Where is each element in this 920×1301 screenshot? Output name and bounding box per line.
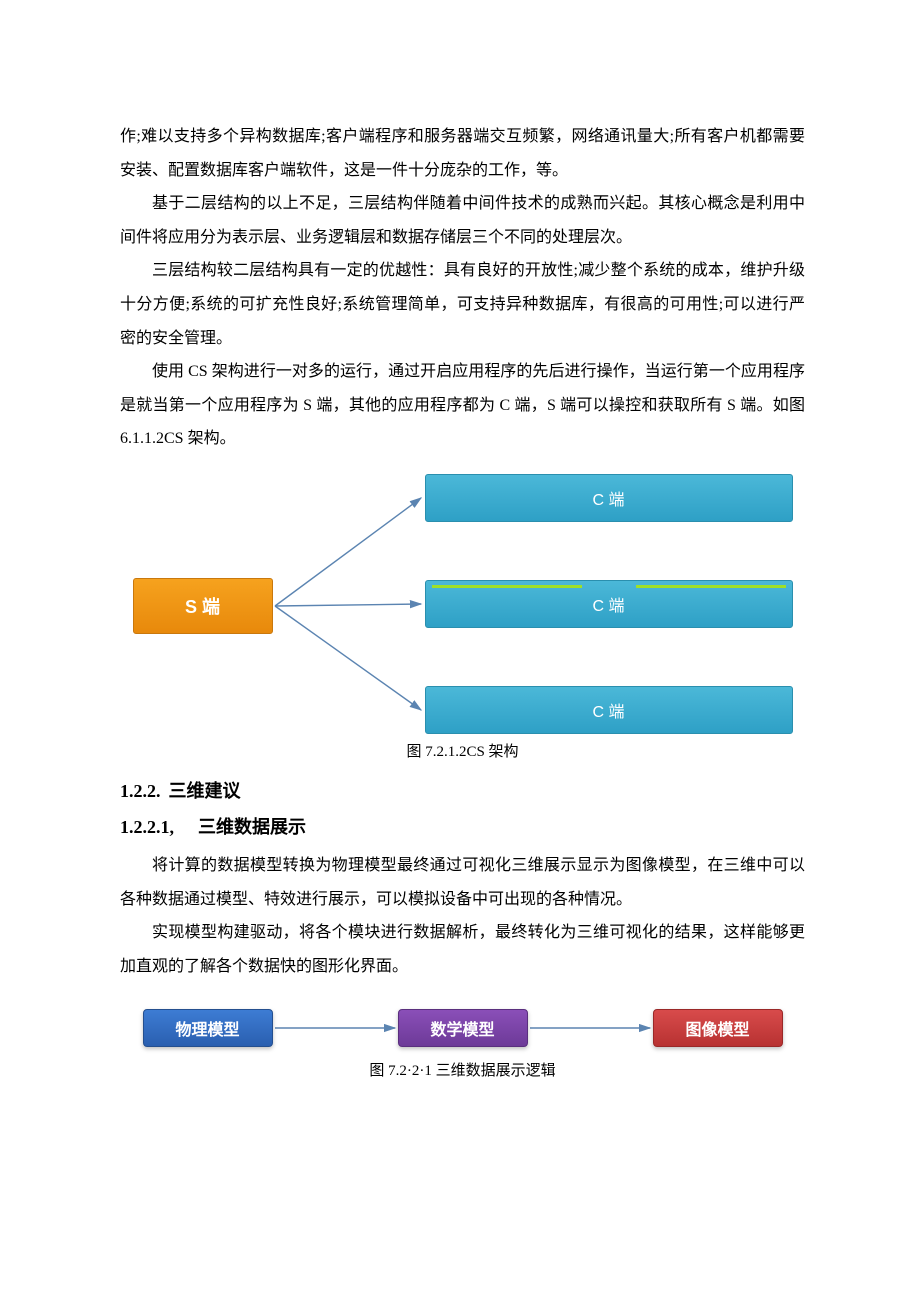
flow-node-image: 图像模型 bbox=[653, 1009, 783, 1047]
cs-architecture-diagram: S 端 C 端 C 端 C 端 bbox=[133, 474, 793, 734]
c-node: C 端 bbox=[425, 474, 793, 522]
heading-text: 三维数据展示 bbox=[198, 817, 306, 837]
flow-diagram: 物理模型 数学模型 图像模型 bbox=[143, 1003, 783, 1053]
paragraph: 作;难以支持多个异构数据库;客户端程序和服务器端交互频繁，网络通讯量大;所有客户… bbox=[120, 120, 805, 187]
paragraph: 基于二层结构的以上不足，三层结构伴随着中间件技术的成熟而兴起。其核心概念是利用中… bbox=[120, 187, 805, 254]
heading-1-2-2-1: 1.2.2.1, 三维数据展示 bbox=[120, 813, 805, 839]
c-node: C 端 bbox=[425, 580, 793, 628]
heading-1-2-2: 1.2.2. 三维建议 bbox=[120, 777, 805, 803]
paragraph: 三层结构较二层结构具有一定的优越性：具有良好的开放性;减少整个系统的成本，维护升… bbox=[120, 254, 805, 355]
figure-caption: 图 7.2.1.2CS 架构 bbox=[120, 740, 805, 761]
c-node: C 端 bbox=[425, 686, 793, 734]
figure-caption: 图 7.2·2·1 三维数据展示逻辑 bbox=[120, 1059, 805, 1080]
flow-node-math: 数学模型 bbox=[398, 1009, 528, 1047]
s-node: S 端 bbox=[133, 578, 273, 634]
paragraph: 使用 CS 架构进行一对多的运行，通过开启应用程序的先后进行操作，当运行第一个应… bbox=[120, 355, 805, 456]
heading-number: 1.2.2. bbox=[120, 781, 161, 801]
paragraph: 将计算的数据模型转换为物理模型最终通过可视化三维展示显示为图像模型，在三维中可以… bbox=[120, 849, 805, 916]
heading-text: 三维建议 bbox=[169, 781, 241, 801]
flow-node-physical: 物理模型 bbox=[143, 1009, 273, 1047]
paragraph: 实现模型构建驱动，将各个模块进行数据解析，最终转化为三维可视化的结果，这样能够更… bbox=[120, 916, 805, 983]
heading-number: 1.2.2.1, bbox=[120, 817, 174, 837]
document-page: 作;难以支持多个异构数据库;客户端程序和服务器端交互频繁，网络通讯量大;所有客户… bbox=[0, 0, 920, 1301]
